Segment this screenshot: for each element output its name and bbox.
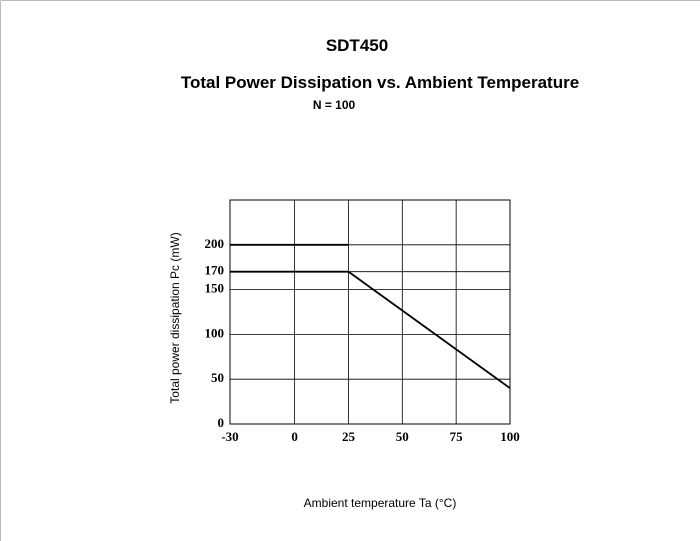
data-line bbox=[230, 270, 511, 389]
y-tick-label: 200 bbox=[205, 236, 225, 251]
x-tick-label: 50 bbox=[396, 429, 409, 444]
y-tick-label: 170 bbox=[205, 263, 225, 278]
chart-title: SDT450 bbox=[326, 36, 388, 55]
x-tick-label: 0 bbox=[291, 429, 298, 444]
plot-frame bbox=[229, 199, 511, 425]
y-tick-label: 100 bbox=[205, 325, 225, 340]
x-tick-label: 25 bbox=[342, 429, 356, 444]
annotation: N = 100 bbox=[313, 98, 356, 112]
x-tick-label: 100 bbox=[500, 429, 520, 444]
y-tick-label: 50 bbox=[211, 370, 224, 385]
x-tick-label: 75 bbox=[450, 429, 464, 444]
y-tick-label: 150 bbox=[205, 281, 225, 296]
x-tick-label: -30 bbox=[221, 429, 238, 444]
y-tick-label: 0 bbox=[218, 415, 225, 430]
chart-subtitle: Total Power Dissipation vs. Ambient Temp… bbox=[181, 73, 579, 92]
y-axis-label: Total power dissipation Pc (mW) bbox=[168, 232, 182, 403]
x-axis-label: Ambient temperature Ta (°C) bbox=[304, 496, 457, 510]
